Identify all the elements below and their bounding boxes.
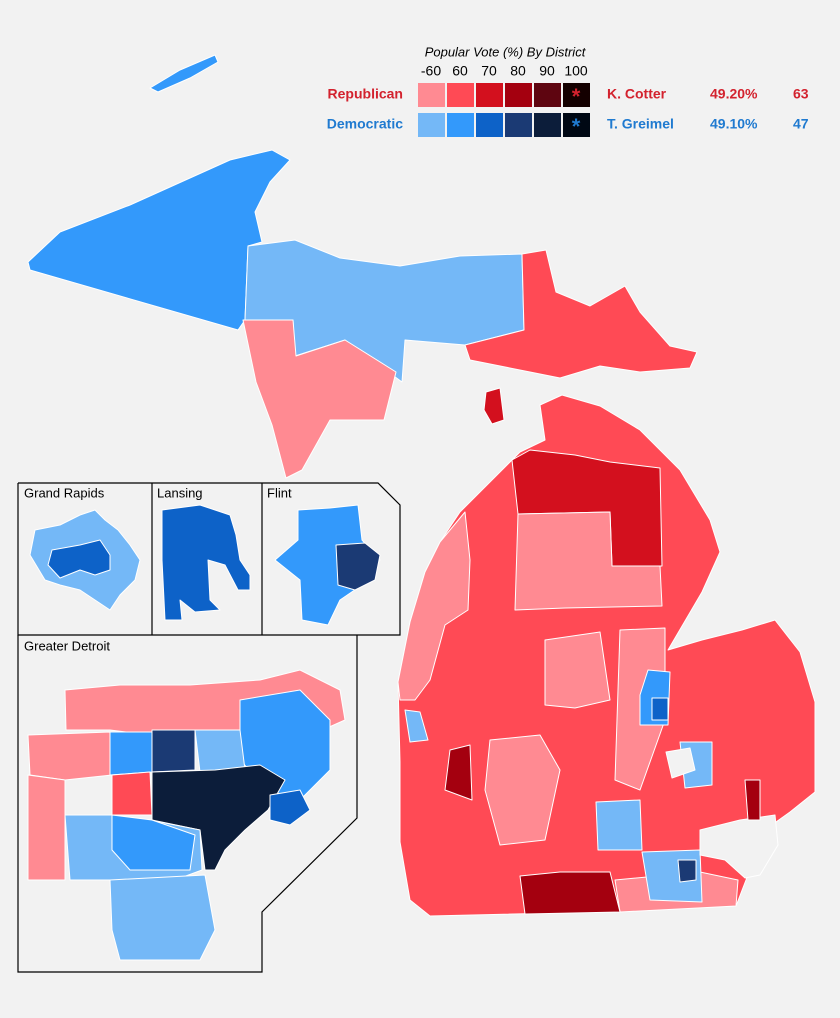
- winner-star: *: [572, 84, 581, 109]
- seats: 63: [793, 86, 809, 102]
- inset-label: Grand Rapids: [24, 485, 105, 500]
- district: [744, 779, 761, 821]
- district: [651, 697, 669, 721]
- legend-bin-label: 60: [452, 63, 468, 79]
- district: [335, 542, 381, 591]
- district: [27, 731, 113, 781]
- party-name: Democratic: [327, 116, 403, 132]
- inset-label: Greater Detroit: [24, 638, 110, 653]
- legend-swatch: [505, 83, 532, 107]
- vote-share: 49.20%: [710, 86, 758, 102]
- legend-swatch: [505, 113, 532, 137]
- upper-peninsula: [27, 54, 698, 479]
- district: [483, 387, 505, 425]
- seats: 47: [793, 116, 809, 132]
- lower-peninsula: [397, 394, 816, 917]
- district: [514, 511, 663, 611]
- district: [151, 729, 196, 773]
- district: [242, 319, 397, 479]
- lansing-map: [161, 504, 251, 621]
- district: [677, 859, 697, 883]
- legend-swatch: [534, 113, 561, 137]
- candidate-name: K. Cotter: [607, 86, 667, 102]
- grand-rapids-map: [29, 509, 141, 611]
- legend-swatch: [447, 113, 474, 137]
- legend-swatch: [447, 83, 474, 107]
- district: [27, 774, 66, 881]
- legend-swatch: [476, 83, 503, 107]
- winner-star: *: [572, 114, 581, 139]
- legend-bin-label: -60: [421, 63, 441, 79]
- legend-swatch: [563, 113, 590, 137]
- district: [519, 871, 621, 915]
- legend-swatch: [418, 113, 445, 137]
- flint-map: [274, 504, 381, 626]
- district: [464, 249, 698, 379]
- district: [194, 729, 246, 773]
- legend-swatch: [418, 83, 445, 107]
- district: [595, 799, 643, 851]
- district: [27, 149, 291, 331]
- inset-label: Flint: [267, 485, 292, 500]
- district: [111, 771, 153, 816]
- legend-bin-label: 100: [564, 63, 588, 79]
- legend-title: Popular Vote (%) By District: [425, 44, 587, 59]
- district: [544, 631, 611, 709]
- greater-detroit-map: [27, 669, 346, 961]
- district: [47, 539, 111, 579]
- legend-swatch: [534, 83, 561, 107]
- legend-bin-label: 80: [510, 63, 526, 79]
- party-name: Republican: [328, 86, 403, 102]
- district: [274, 504, 381, 626]
- district: [404, 709, 429, 743]
- district: [111, 814, 196, 871]
- isle-royale: [149, 54, 219, 93]
- inset-frames: [17, 482, 401, 973]
- legend-bin-label: 70: [481, 63, 497, 79]
- legend: -60 60 70 80 90 100 Republican * K. Cotter 49.20%…: [327, 63, 809, 139]
- district: [444, 744, 473, 801]
- inset-frame: [17, 482, 401, 636]
- inset-label: Lansing: [157, 485, 203, 500]
- legend-swatch: [563, 83, 590, 107]
- candidate-name: T. Greimel: [607, 116, 674, 132]
- legend-bin-label: 90: [539, 63, 555, 79]
- district: [109, 874, 216, 961]
- vote-share: 49.10%: [710, 116, 758, 132]
- district: [269, 789, 311, 826]
- district: [397, 511, 471, 701]
- district: [161, 504, 251, 621]
- district: [665, 747, 696, 779]
- district: [109, 731, 153, 776]
- district: [484, 734, 561, 846]
- inset-frame: [17, 635, 358, 973]
- legend-swatch: [476, 113, 503, 137]
